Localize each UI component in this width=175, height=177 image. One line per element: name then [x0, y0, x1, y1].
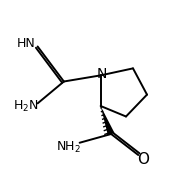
Text: NH$_2$: NH$_2$	[56, 140, 81, 155]
Text: N: N	[96, 67, 107, 81]
Text: HN: HN	[17, 37, 36, 50]
Text: H$_2$N: H$_2$N	[13, 99, 38, 114]
Text: O: O	[138, 152, 149, 167]
Polygon shape	[101, 106, 114, 135]
